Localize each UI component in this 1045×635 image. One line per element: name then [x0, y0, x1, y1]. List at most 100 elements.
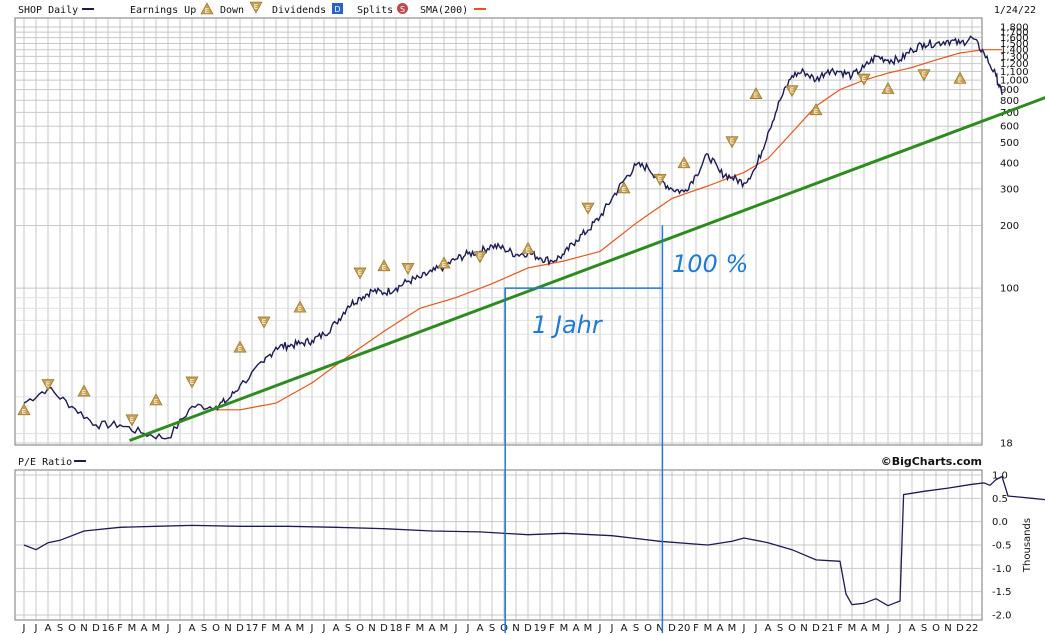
pe-y-tick-label: 1.0: [992, 471, 1008, 482]
x-tick-label: A: [573, 623, 580, 634]
earnings-marker-letter: E: [526, 247, 530, 255]
earnings-marker-icon[interactable]: E: [353, 267, 367, 280]
earnings-marker-icon[interactable]: E: [881, 81, 895, 95]
earnings-marker-letter: E: [790, 87, 794, 95]
x-tick-label: O: [68, 623, 76, 634]
earnings-marker-shape: [437, 256, 451, 269]
pe-y-tick-label: -2.0: [992, 611, 1012, 622]
earnings-marker-icon[interactable]: E: [617, 181, 631, 194]
y-tick-label: 100: [1000, 284, 1019, 295]
x-tick-label: A: [765, 623, 772, 634]
earnings-marker-shape: [257, 316, 271, 329]
x-tick-label: D: [380, 623, 388, 634]
earnings-up-icon: E: [200, 2, 214, 15]
earnings-marker-letter: E: [190, 378, 194, 386]
earnings-marker-icon[interactable]: E: [77, 384, 91, 397]
x-tick-label: 22: [966, 623, 979, 634]
earnings-marker-shape: [185, 376, 199, 389]
one-year-box: [504, 225, 664, 633]
chart-header: SHOP Daily Earnings Up E Down E Dividend…: [18, 1, 1036, 16]
x-tick-label: J: [22, 623, 26, 634]
earnings-marker-icon[interactable]: E: [473, 251, 487, 264]
x-tick-label: A: [333, 623, 340, 634]
earnings-marker-letter: E: [658, 175, 662, 183]
earnings-marker-icon[interactable]: E: [725, 136, 739, 149]
earnings-marker-icon[interactable]: E: [125, 414, 139, 427]
earnings-marker-icon[interactable]: E: [653, 173, 667, 186]
x-tick-label: D: [236, 623, 244, 634]
x-tick-label: S: [777, 623, 783, 634]
earnings-marker-icon[interactable]: E: [785, 85, 799, 98]
x-tick-label: M: [872, 623, 881, 634]
x-tick-label: M: [272, 623, 281, 634]
earnings-marker-letter: E: [130, 416, 134, 424]
earnings-marker-icon[interactable]: E: [809, 103, 823, 116]
earnings-marker-letter: E: [442, 261, 446, 269]
earnings-marker-icon[interactable]: E: [581, 202, 595, 215]
earnings-marker-shape: [653, 173, 667, 186]
x-tick-label: J: [322, 623, 326, 634]
earnings-marker-icon[interactable]: E: [749, 87, 763, 100]
earnings-marker-shape: [125, 414, 139, 427]
earnings-marker-letter: E: [958, 76, 962, 84]
x-tick-label: N: [800, 623, 807, 634]
x-tick-label: J: [310, 623, 314, 634]
earnings-marker-icon[interactable]: E: [293, 300, 307, 313]
earnings-marker-icon[interactable]: E: [953, 71, 967, 84]
earnings-marker-icon[interactable]: E: [257, 316, 271, 329]
earnings-marker-icon[interactable]: E: [521, 241, 535, 255]
x-tick-label: J: [178, 623, 182, 634]
x-tick-label: F: [693, 623, 699, 634]
earnings-marker-letter: E: [82, 389, 86, 397]
earnings-marker-icon[interactable]: E: [857, 73, 871, 86]
x-tick-label: S: [57, 623, 63, 634]
x-tick-label: 18: [390, 623, 403, 634]
x-tick-label: O: [356, 623, 364, 634]
x-tick-label: M: [560, 623, 569, 634]
pe-line: [23, 475, 1045, 607]
x-tick-label: D: [668, 623, 676, 634]
annotations: 100 % 1 Jahr: [504, 225, 748, 633]
earnings-marker-icon[interactable]: E: [437, 256, 451, 269]
x-tick-label: M: [728, 623, 737, 634]
x-tick-label: A: [189, 623, 196, 634]
x-tick-label: F: [837, 623, 843, 634]
y-tick-label: 1,000: [1000, 76, 1029, 87]
earnings-marker-shape: [41, 379, 55, 392]
pe-y-tick-label: 0.5: [992, 494, 1008, 505]
y-tick-label: 500: [1000, 138, 1019, 149]
price-panel: 1,8001,7001,6001,5001,4001,3001,2001,100…: [14, 17, 1045, 450]
splits-icon-letter: S: [400, 5, 405, 14]
earnings-marker-letter: E: [238, 345, 242, 353]
dividends-icon-letter: D: [334, 5, 340, 14]
x-tick-label: A: [429, 623, 436, 634]
earnings-marker-icon[interactable]: E: [185, 376, 199, 389]
earnings-marker-icon[interactable]: E: [377, 259, 391, 272]
x-tick-label: M: [440, 623, 449, 634]
earnings-marker-shape: [953, 71, 967, 84]
earnings-marker-letter: E: [622, 186, 626, 194]
x-tick-label: S: [489, 623, 495, 634]
x-tick-label: M: [704, 623, 713, 634]
y-tick-label: 900: [1000, 85, 1019, 96]
x-tick-label: D: [812, 623, 820, 634]
x-tick-label: 16: [102, 623, 115, 634]
earnings-marker-icon[interactable]: E: [677, 156, 691, 169]
earnings-marker-icon[interactable]: E: [17, 403, 31, 416]
x-tick-label: M: [152, 623, 161, 634]
earnings-marker-icon[interactable]: E: [149, 393, 163, 406]
x-tick-label: D: [956, 623, 964, 634]
earnings-up-icon-letter: E: [205, 7, 209, 15]
x-tick-label: A: [477, 623, 484, 634]
earnings-marker-icon[interactable]: E: [233, 340, 247, 353]
x-tick-label: S: [345, 623, 351, 634]
earnings-marker-shape: [725, 136, 739, 149]
earnings-marker-letter: E: [730, 138, 734, 146]
earnings-marker-shape: [521, 241, 535, 254]
earnings-marker-icon[interactable]: E: [917, 69, 931, 82]
x-tick-label: A: [717, 623, 724, 634]
down-label: Down: [220, 5, 244, 16]
earnings-marker-icon[interactable]: E: [41, 379, 55, 392]
y-tick-label: 1,500: [1000, 39, 1029, 50]
earnings-marker-icon[interactable]: E: [401, 263, 415, 276]
